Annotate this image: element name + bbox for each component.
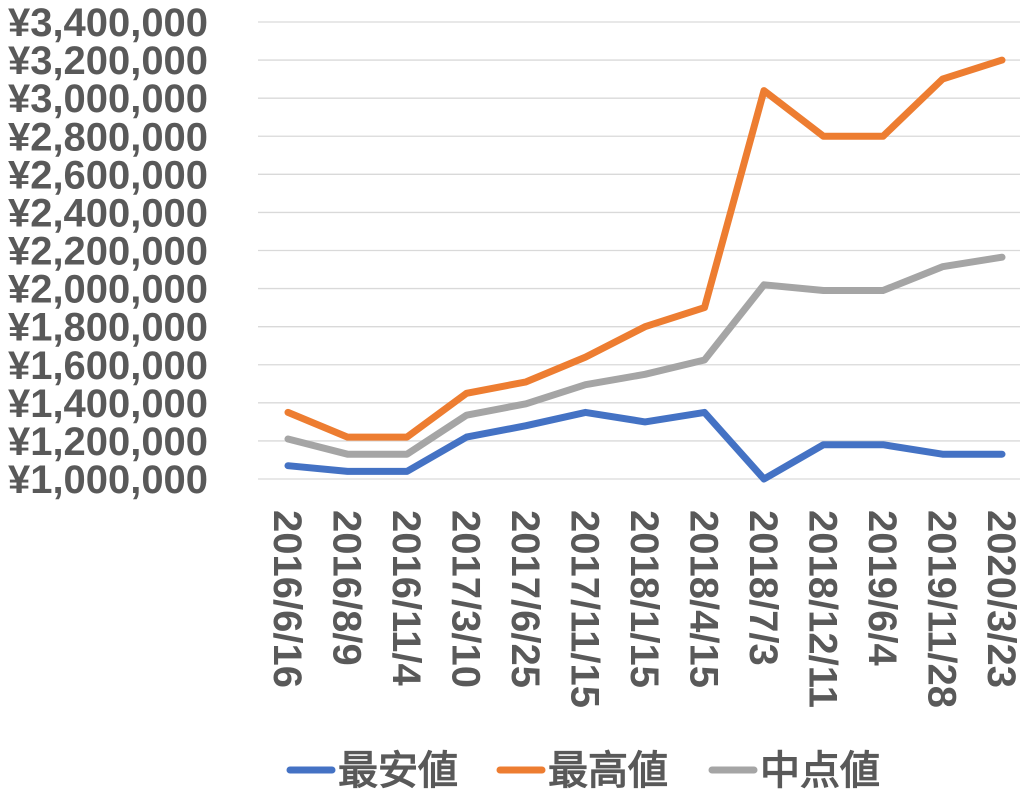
x-tick-label: 2018/1/15 [622,510,666,688]
x-tick-label: 2019/11/28 [920,510,964,708]
y-tick-label: ¥3,200,000 [8,39,208,83]
x-tick-label: 2016/6/16 [265,510,309,688]
x-tick-label: 2018/12/11 [801,510,845,708]
x-axis-ticks: 2016/6/16 2016/8/9 2016/11/4 2017/3/10 2017/… [265,510,1023,708]
x-tick-label: 2018/4/15 [682,510,726,688]
x-tick-label: 2017/11/15 [563,510,607,708]
y-tick-label: ¥1,800,000 [8,306,208,350]
y-tick-label: ¥1,000,000 [8,458,208,502]
series-line-3 [284,253,1006,458]
x-tick-label: 2017/3/10 [444,510,488,688]
legend-label: 最高値 [548,748,668,794]
x-tick-label: 2016/11/4 [384,510,428,686]
legend-label: 中点値 [760,748,880,794]
y-tick-label: ¥2,200,000 [8,230,208,274]
y-tick-label: ¥3,000,000 [8,77,208,121]
y-tick-label: ¥2,400,000 [8,191,208,235]
x-tick-label: 2018/7/3 [741,510,785,666]
y-tick-label: ¥1,200,000 [8,420,208,464]
y-tick-label: ¥2,800,000 [8,115,208,159]
x-tick-label: 2016/8/9 [325,510,369,666]
y-tick-label: ¥1,400,000 [8,382,208,426]
y-tick-label: ¥2,000,000 [8,268,208,312]
y-tick-label: ¥1,600,000 [8,344,208,388]
series-line-2 [284,56,1006,441]
x-tick-label: 2017/6/25 [503,510,547,688]
series-lines [284,56,1006,483]
legend-label: 最安値 [338,748,458,794]
y-axis-ticks: ¥1,000,000¥1,200,000¥1,400,000¥1,600,000… [8,1,208,502]
legend: 最安値 最高値 中点値 [286,748,880,794]
series-line-1 [284,408,1006,483]
x-tick-label: 2019/6/4 [860,510,904,666]
y-tick-label: ¥3,400,000 [8,1,208,45]
y-tick-label: ¥2,600,000 [8,153,208,197]
x-tick-label: 2020/3/23 [979,510,1023,688]
gridlines [258,21,1020,480]
